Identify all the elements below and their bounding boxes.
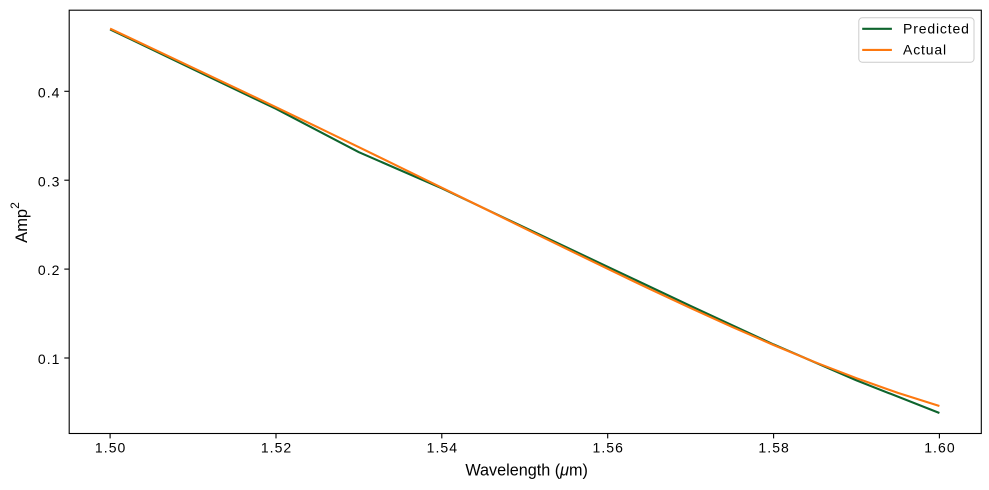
svg-text:1.50: 1.50 xyxy=(95,440,126,456)
svg-text:0.1: 0.1 xyxy=(38,351,61,367)
svg-text:Actual: Actual xyxy=(903,42,947,58)
svg-text:0.4: 0.4 xyxy=(38,85,61,101)
svg-text:1.52: 1.52 xyxy=(261,440,292,456)
svg-text:Wavelength (μm): Wavelength (μm) xyxy=(465,462,588,480)
svg-text:1.60: 1.60 xyxy=(924,440,955,456)
svg-text:1.54: 1.54 xyxy=(427,440,458,456)
svg-text:0.3: 0.3 xyxy=(38,173,61,189)
svg-text:Predicted: Predicted xyxy=(903,21,970,37)
svg-text:0.2: 0.2 xyxy=(38,262,61,278)
svg-text:1.56: 1.56 xyxy=(593,440,624,456)
svg-text:Amp2: Amp2 xyxy=(8,202,31,243)
svg-text:1.58: 1.58 xyxy=(758,440,789,456)
